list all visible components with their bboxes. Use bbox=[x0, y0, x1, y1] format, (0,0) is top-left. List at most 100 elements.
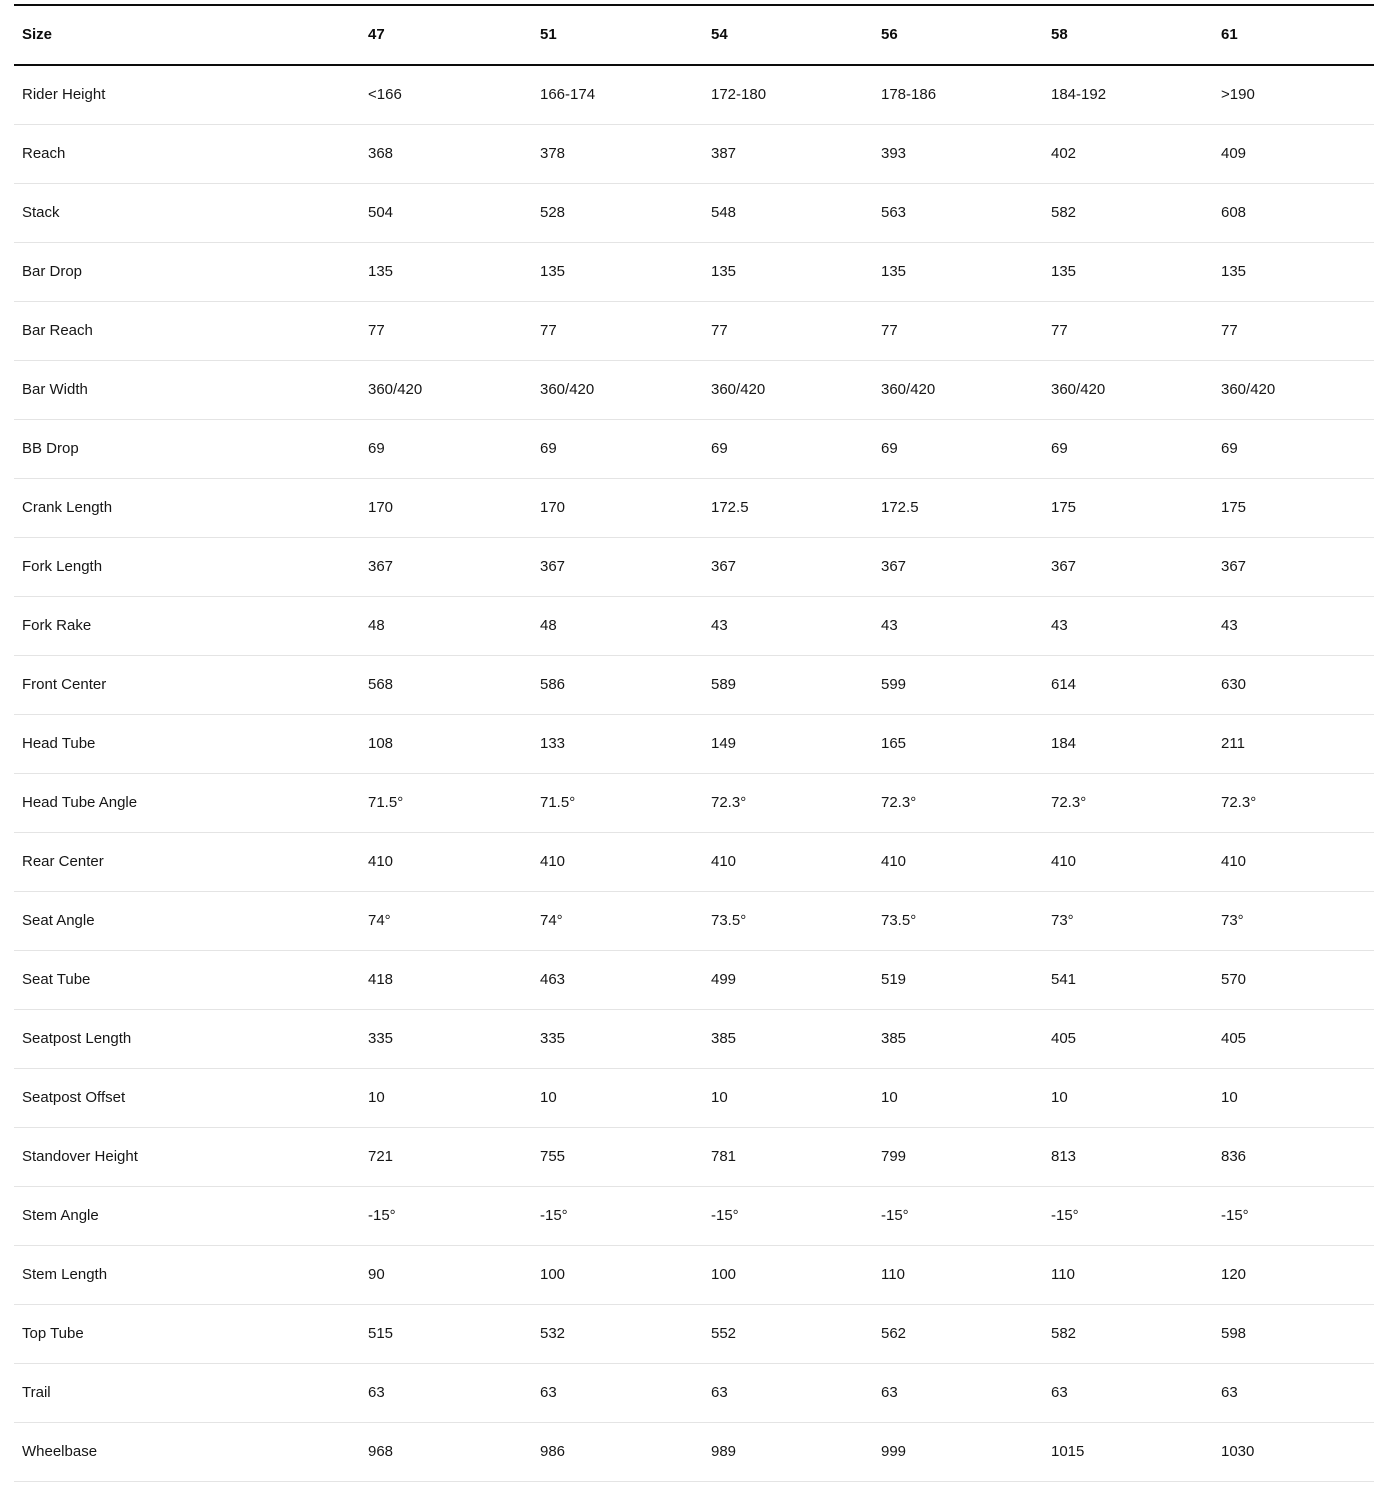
spec-value-cell: 73.5° bbox=[881, 912, 917, 929]
table-row: Stem Length 90 100 100 110 110 120 bbox=[14, 1246, 1374, 1305]
spec-value-cell: 10 bbox=[1221, 1089, 1238, 1106]
spec-value-cell: 586 bbox=[540, 676, 566, 693]
table-row: Trail 63 63 63 63 63 63 bbox=[14, 1364, 1374, 1423]
spec-value-cell: 170 bbox=[368, 499, 394, 516]
spec-value-cell: 77 bbox=[1051, 322, 1068, 339]
spec-value-cell: 170 bbox=[540, 499, 566, 516]
spec-value-cell: 10 bbox=[1051, 1089, 1068, 1106]
spec-row-label: Seatpost Offset bbox=[22, 1089, 126, 1106]
spec-value-cell: 360/420 bbox=[711, 381, 766, 398]
table-row: Head Tube Angle 71.5° 71.5° 72.3° 72.3° 72.3°… bbox=[14, 774, 1374, 833]
spec-value-cell: 63 bbox=[368, 1384, 385, 1401]
table-row: Seatpost Length 335 335 385 385 405 405 bbox=[14, 1010, 1374, 1069]
spec-value-cell: 570 bbox=[1221, 971, 1247, 988]
spec-value-cell: -15° bbox=[540, 1207, 568, 1224]
spec-value-cell: 184 bbox=[1051, 735, 1077, 752]
spec-value-cell: 836 bbox=[1221, 1148, 1247, 1165]
table-row: Seatpost Offset 10 10 10 10 10 10 bbox=[14, 1069, 1374, 1128]
spec-value-cell: 69 bbox=[368, 440, 385, 457]
spec-value-cell: 10 bbox=[540, 1089, 557, 1106]
spec-value-cell: 100 bbox=[540, 1266, 566, 1283]
spec-value-cell: 405 bbox=[1221, 1030, 1247, 1047]
spec-value-cell: 367 bbox=[881, 558, 907, 575]
spec-row-label: Trail bbox=[22, 1384, 51, 1401]
spec-value-cell: 135 bbox=[368, 263, 394, 280]
size-col-header: 54 bbox=[711, 26, 728, 43]
spec-value-cell: 402 bbox=[1051, 145, 1077, 162]
spec-value-cell: 360/420 bbox=[1051, 381, 1106, 398]
spec-value-cell: 72.3° bbox=[881, 794, 917, 811]
spec-value-cell: 77 bbox=[711, 322, 728, 339]
spec-value-cell: 410 bbox=[540, 853, 566, 870]
spec-value-cell: 77 bbox=[368, 322, 385, 339]
spec-value-cell: 614 bbox=[1051, 676, 1077, 693]
spec-value-cell: 989 bbox=[711, 1443, 737, 1460]
spec-row-label: Bar Width bbox=[22, 381, 88, 398]
table-row: Top Tube 515 532 552 562 582 598 bbox=[14, 1305, 1374, 1364]
spec-value-cell: >190 bbox=[1221, 86, 1255, 103]
spec-value-cell: 393 bbox=[881, 145, 907, 162]
spec-value-cell: 77 bbox=[540, 322, 557, 339]
table-row: Fork Length 367 367 367 367 367 367 bbox=[14, 538, 1374, 597]
spec-value-cell: 563 bbox=[881, 204, 907, 221]
spec-value-cell: 10 bbox=[881, 1089, 898, 1106]
spec-value-cell: 755 bbox=[540, 1148, 566, 1165]
spec-value-cell: 63 bbox=[1221, 1384, 1238, 1401]
table-row: Wheelbase 968 986 989 999 1015 1030 bbox=[14, 1423, 1374, 1482]
spec-value-cell: 135 bbox=[1221, 263, 1247, 280]
spec-value-cell: 1030 bbox=[1221, 1443, 1255, 1460]
spec-value-cell: 541 bbox=[1051, 971, 1077, 988]
spec-row-label: Seatpost Length bbox=[22, 1030, 132, 1047]
spec-value-cell: 410 bbox=[1051, 853, 1077, 870]
table-row: Rear Center 410 410 410 410 410 410 bbox=[14, 833, 1374, 892]
spec-value-cell: 562 bbox=[881, 1325, 907, 1342]
spec-value-cell: 405 bbox=[1051, 1030, 1077, 1047]
spec-value-cell: 589 bbox=[711, 676, 737, 693]
spec-value-cell: 172.5 bbox=[711, 499, 749, 516]
spec-value-cell: 368 bbox=[368, 145, 394, 162]
table-row: Stem Angle -15° -15° -15° -15° -15° -15° bbox=[14, 1187, 1374, 1246]
spec-value-cell: 999 bbox=[881, 1443, 907, 1460]
spec-value-cell: 110 bbox=[1051, 1266, 1075, 1283]
spec-value-cell: 568 bbox=[368, 676, 394, 693]
spec-value-cell: 1015 bbox=[1051, 1443, 1085, 1460]
spec-value-cell: 175 bbox=[1051, 499, 1077, 516]
spec-value-cell: 74° bbox=[368, 912, 391, 929]
spec-value-cell: -15° bbox=[368, 1207, 396, 1224]
spec-row-label: Stem Length bbox=[22, 1266, 108, 1283]
spec-value-cell: 813 bbox=[1051, 1148, 1077, 1165]
spec-value-cell: 410 bbox=[368, 853, 394, 870]
spec-value-cell: 48 bbox=[368, 617, 385, 634]
spec-row-label: Rear Center bbox=[22, 853, 104, 870]
spec-value-cell: 385 bbox=[881, 1030, 907, 1047]
spec-row-label: Rider Height bbox=[22, 86, 106, 103]
spec-value-cell: 385 bbox=[711, 1030, 737, 1047]
spec-value-cell: 986 bbox=[540, 1443, 566, 1460]
spec-value-cell: 74° bbox=[540, 912, 563, 929]
spec-row-label: Wheelbase bbox=[22, 1443, 98, 1460]
spec-value-cell: 48 bbox=[540, 617, 557, 634]
table-row: Front Center 568 586 589 599 614 630 bbox=[14, 656, 1374, 715]
spec-value-cell: 409 bbox=[1221, 145, 1247, 162]
spec-value-cell: 71.5° bbox=[368, 794, 404, 811]
spec-value-cell: 799 bbox=[881, 1148, 907, 1165]
spec-value-cell: 135 bbox=[540, 263, 566, 280]
spec-value-cell: 335 bbox=[368, 1030, 394, 1047]
spec-row-label: Bar Drop bbox=[22, 263, 83, 280]
size-col-header: 58 bbox=[1051, 26, 1068, 43]
spec-value-cell: 43 bbox=[1051, 617, 1068, 634]
spec-value-cell: 630 bbox=[1221, 676, 1247, 693]
spec-row-label: Head Tube bbox=[22, 735, 96, 752]
spec-value-cell: 72.3° bbox=[711, 794, 747, 811]
spec-value-cell: 135 bbox=[711, 263, 737, 280]
spec-row-label: Seat Tube bbox=[22, 971, 91, 988]
spec-value-cell: <166 bbox=[368, 86, 402, 103]
spec-value-cell: 599 bbox=[881, 676, 907, 693]
spec-row-label: Top Tube bbox=[22, 1325, 84, 1342]
table-row: BB Drop 69 69 69 69 69 69 bbox=[14, 420, 1374, 479]
spec-value-cell: 211 bbox=[1221, 735, 1245, 752]
spec-row-label: Reach bbox=[22, 145, 66, 162]
table-row: Head Tube 108 133 149 165 184 211 bbox=[14, 715, 1374, 774]
spec-value-cell: 410 bbox=[711, 853, 737, 870]
spec-value-cell: 69 bbox=[881, 440, 898, 457]
